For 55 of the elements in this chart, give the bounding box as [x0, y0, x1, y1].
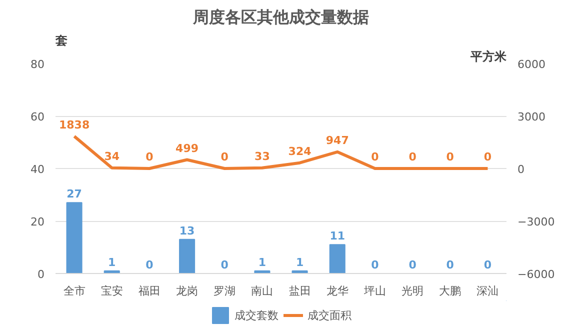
data-label: 0 — [371, 258, 380, 272]
data-label: 1838 — [58, 118, 90, 132]
x-tick-label: 全市 — [63, 284, 86, 298]
data-label: 33 — [254, 150, 270, 163]
y-tick-label: 80 — [30, 58, 45, 71]
data-label: 0 — [446, 150, 454, 164]
line-series — [72, 134, 490, 170]
data-label: 1 — [296, 256, 304, 269]
bar — [179, 238, 196, 274]
data-label: 0 — [146, 258, 154, 272]
x-tick-label: 大鹏 — [439, 284, 462, 298]
data-label: 0 — [146, 150, 154, 164]
x-tick-label: 盐田 — [288, 284, 311, 298]
data-label: 499 — [176, 142, 199, 155]
data-label: 34 — [104, 150, 120, 163]
y2-tick-label: 6000 — [518, 58, 546, 71]
y2-tick-label: 0 — [518, 163, 524, 176]
data-label: 0 — [446, 258, 454, 272]
y-tick-label: 20 — [30, 216, 45, 228]
y-axis-title: 套 — [54, 34, 68, 48]
bar — [66, 202, 82, 274]
x-tick-label: 罗湖 — [214, 284, 236, 298]
x-tick-label: 龙华 — [326, 284, 348, 298]
y-tick-label: 0 — [38, 268, 44, 281]
y2-axis-title: 平方米 — [470, 50, 508, 64]
x-tick-label: 福田 — [138, 284, 160, 298]
y-tick-label: 40 — [30, 163, 45, 176]
data-label: 27 — [66, 188, 82, 201]
x-tick-label: 深汕 — [476, 284, 499, 298]
x-tick-label: 光明 — [402, 284, 424, 298]
data-label: 0 — [484, 150, 492, 164]
data-label: 0 — [408, 258, 417, 272]
data-label: 0 — [408, 150, 417, 164]
x-tick-label: 南山 — [251, 284, 274, 298]
data-label: 0 — [220, 150, 229, 164]
data-label: 324 — [288, 144, 312, 158]
data-label: 0 — [220, 258, 229, 272]
legend-label: 成交套数 — [234, 308, 278, 322]
chart-title: 周度各区其他成交量数据 — [192, 8, 369, 26]
data-label: 13 — [179, 224, 195, 238]
y2-tick-label: −3000 — [518, 216, 555, 228]
y-tick-label: 60 — [30, 110, 45, 124]
y2-tick-label: −6000 — [518, 268, 555, 281]
legend-label: 成交面积 — [308, 308, 352, 322]
data-label: 1 — [108, 256, 116, 269]
data-label: 0 — [371, 150, 380, 164]
data-label: 1 — [258, 256, 266, 269]
x-tick-label: 宝安 — [100, 284, 123, 298]
x-tick-label: 坪山 — [362, 284, 386, 298]
data-label: 0 — [484, 258, 492, 272]
bar — [329, 244, 346, 274]
data-label: 11 — [330, 230, 346, 243]
data-label: 947 — [326, 134, 349, 147]
x-tick-label: 龙岗 — [176, 284, 198, 298]
y2-tick-label: 3000 — [518, 110, 546, 124]
